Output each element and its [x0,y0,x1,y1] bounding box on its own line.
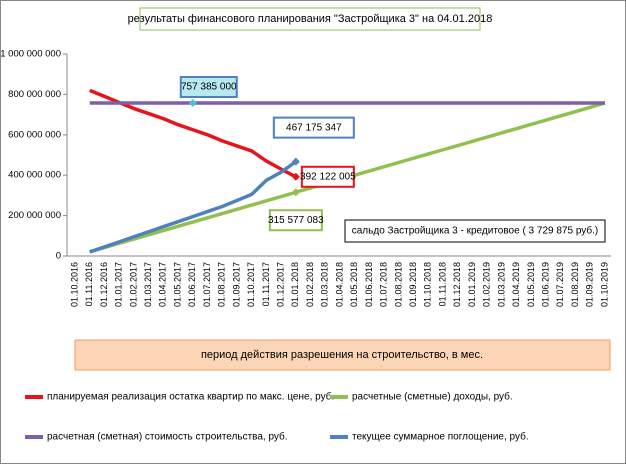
data-label-box [179,76,238,99]
x-tick-label: 01.01.2018 [290,262,300,307]
x-tick-label: 01.06.2017 [187,262,197,307]
x-tick-label: 01.05.2018 [349,262,359,307]
y-tick-label: 400 000 000 [8,170,61,181]
x-tick-label: 01.10.2018 [423,262,433,307]
x-tick-label: 01.09.2018 [408,262,418,307]
point-marker [291,172,300,181]
y-tick-label: 1 000 000 000 [0,49,61,60]
data-label: 315 577 083 [268,215,324,226]
chart-title: результаты финансового планирования "Зас… [128,13,493,25]
data-label-box [272,116,355,139]
x-tick-label: 01.12.2016 [99,262,109,307]
x-tick-label: 01.03.2019 [496,262,506,307]
x-tick-label: 01.03.2017 [143,262,153,307]
x-tick-label: 01.11.2018 [437,262,447,306]
point-marker [291,157,300,166]
x-tick-label: 01.02.2019 [482,262,492,307]
x-tick-label: 01.05.2019 [526,262,536,307]
x-tick-label: 01.10.2016 [69,262,79,307]
x-tick-label: 01.07.2018 [379,262,389,307]
x-tick-label: 01.12.2017 [275,262,285,307]
y-tick-label: 600 000 000 [8,129,61,140]
x-tick-label: 01.09.2019 [585,262,595,307]
data-label-box [268,209,323,232]
data-label: 392 122 005 [300,171,356,182]
x-tick-label: 01.07.2017 [202,262,212,307]
x-tick-label: 01.04.2019 [511,262,521,307]
data-label: 467 175 347 [286,122,342,133]
legend-label: текущее суммарное поглощение, руб. [352,431,529,443]
series-line [89,160,297,254]
x-tick-label: 01.01.2017 [114,262,124,307]
y-tick-label: 200 000 000 [8,210,61,221]
y-tick-label: 0 [56,251,61,262]
legend-label: расчетные (сметные) доходы, руб. [352,391,513,403]
y-tick-label: 800 000 000 [8,89,61,100]
x-tick-label: 01.01.2019 [467,262,477,307]
x-tick-label: 01.07.2019 [555,262,565,307]
x-tick-label: 01.02.2017 [128,262,138,307]
x-axis-label: период действия разрешения на строительс… [201,349,483,361]
x-tick-label: 01.10.2019 [599,262,609,307]
x-tick-label: 01.02.2018 [305,262,315,307]
data-label: 757 385 000 [181,82,237,93]
x-tick-label: 01.05.2017 [172,262,182,307]
x-tick-label: 01.04.2018 [334,262,344,307]
x-tick-label: 01.08.2018 [393,262,403,307]
x-tick-label: 01.09.2017 [231,262,241,307]
x-tick-label: 01.10.2017 [246,262,256,307]
annotation-box [344,219,606,243]
x-tick-label: 01.08.2019 [570,262,580,307]
data-label-box [300,165,355,188]
annotation: сальдо Застройщика 3 - кредитовое ( 3 72… [352,225,598,237]
point-marker [291,188,300,197]
x-tick-label: 01.11.2017 [261,262,271,306]
x-tick-label: 01.03.2018 [320,262,330,307]
x-tick-label: 01.06.2019 [540,262,550,307]
legend-label: расчетная (сметная) стоимость строительс… [47,431,288,443]
legend-label: планируемая реализация остатка квартир п… [47,391,334,403]
x-tick-label: 01.06.2018 [364,262,374,307]
x-tick-label: 01.04.2017 [158,262,168,307]
title-box [139,7,481,31]
point-marker [188,99,197,108]
x-tick-label: 01.12.2018 [452,262,462,307]
x-tick-label: 01.08.2017 [217,262,227,307]
x-tick-label: 01.11.2016 [84,262,94,306]
x-label-box [74,339,611,371]
